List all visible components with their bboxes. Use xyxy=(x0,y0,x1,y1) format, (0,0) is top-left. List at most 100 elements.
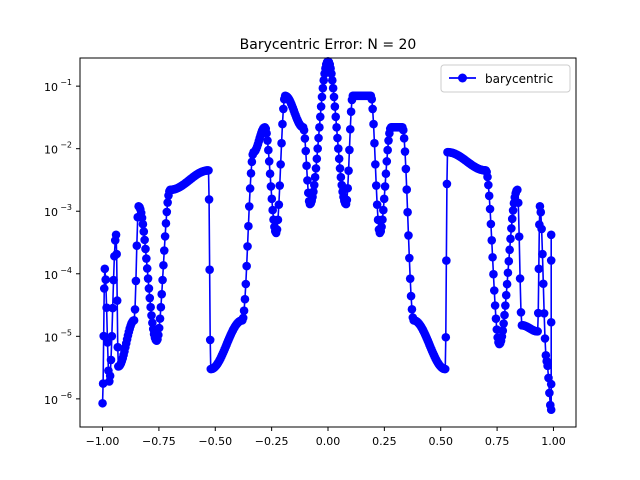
data-point xyxy=(369,119,378,129)
y-tick-exponent: −2 xyxy=(60,141,72,150)
data-point xyxy=(533,327,542,336)
data-point xyxy=(268,205,277,215)
data-point xyxy=(546,230,556,240)
data-point xyxy=(98,398,107,408)
data-point xyxy=(485,204,495,214)
data-point xyxy=(264,157,274,166)
data-point xyxy=(501,301,510,310)
data-point xyxy=(244,202,254,211)
data-point xyxy=(247,157,257,167)
data-point xyxy=(372,200,382,209)
y-tick-exponent: −4 xyxy=(60,266,72,275)
data-point xyxy=(143,274,153,283)
x-tick-label: 1.00 xyxy=(541,435,566,448)
data-point xyxy=(148,318,157,328)
data-point xyxy=(316,102,326,111)
data-point xyxy=(405,253,414,263)
data-point xyxy=(327,69,336,78)
data-point xyxy=(442,179,452,189)
data-point xyxy=(404,231,413,240)
data-point xyxy=(157,289,167,299)
data-point xyxy=(513,185,522,195)
data-point xyxy=(205,335,215,345)
y-tick-exponent: −1 xyxy=(60,78,72,87)
data-point xyxy=(502,279,512,289)
data-point xyxy=(378,215,387,224)
data-point xyxy=(315,123,324,132)
data-point xyxy=(263,136,272,145)
data-point xyxy=(132,241,142,250)
data-point xyxy=(109,275,118,285)
data-point xyxy=(342,195,352,205)
data-point xyxy=(504,256,514,266)
legend-box xyxy=(440,64,571,93)
data-point xyxy=(371,160,380,169)
data-point xyxy=(272,225,282,234)
data-point xyxy=(161,219,171,228)
x-tick-label: −0.25 xyxy=(255,435,289,448)
data-point xyxy=(333,133,342,143)
data-point xyxy=(156,302,166,312)
data-point xyxy=(490,301,500,310)
data-point xyxy=(402,185,412,194)
data-point xyxy=(546,405,556,415)
data-point xyxy=(309,180,319,190)
data-point xyxy=(267,194,277,204)
data-point xyxy=(398,125,408,135)
data-point xyxy=(162,207,172,217)
data-point xyxy=(100,264,110,274)
y-tick-label: 10 xyxy=(44,269,58,282)
data-point xyxy=(105,371,115,381)
data-point xyxy=(146,302,155,312)
data-point xyxy=(508,206,518,215)
data-point xyxy=(145,293,155,303)
data-point xyxy=(334,154,344,164)
data-point xyxy=(379,205,388,215)
data-point xyxy=(276,160,285,169)
data-point xyxy=(441,332,451,342)
data-point xyxy=(345,124,355,134)
y-tick-exponent: −5 xyxy=(60,328,72,337)
data-point xyxy=(275,181,285,190)
data-point xyxy=(99,331,108,341)
data-point xyxy=(106,355,116,365)
data-point xyxy=(377,222,386,232)
x-tick-label: −0.50 xyxy=(198,435,232,448)
data-point xyxy=(540,334,550,343)
data-point xyxy=(538,249,547,259)
data-point xyxy=(489,286,499,295)
data-point xyxy=(141,244,150,254)
data-point xyxy=(507,224,516,233)
y-tick-label: 10 xyxy=(44,206,58,219)
data-point xyxy=(239,306,249,316)
data-point xyxy=(299,125,309,135)
data-point xyxy=(329,92,339,102)
data-point xyxy=(368,104,377,114)
data-point xyxy=(536,207,546,217)
legend-label-barycentric: barycentric xyxy=(485,72,553,86)
data-point xyxy=(336,172,346,182)
data-point xyxy=(159,246,169,255)
data-point xyxy=(102,303,111,313)
data-point xyxy=(403,207,412,217)
data-point xyxy=(514,232,524,241)
data-point xyxy=(130,305,140,314)
data-point xyxy=(159,260,168,270)
data-point xyxy=(513,198,523,208)
y-tick-exponent: −3 xyxy=(60,203,72,212)
data-point xyxy=(302,161,311,170)
data-point xyxy=(313,144,322,153)
data-point xyxy=(334,144,343,153)
x-tick-label: 0.50 xyxy=(428,435,453,448)
data-point xyxy=(266,182,276,191)
data-point xyxy=(144,284,154,293)
data-point xyxy=(382,157,392,166)
data-point xyxy=(537,224,546,234)
data-point xyxy=(238,313,248,323)
data-point xyxy=(131,276,141,286)
y-axis: 10−610−510−410−310−210−1 xyxy=(44,78,80,407)
data-point xyxy=(440,364,450,374)
data-point xyxy=(245,184,255,193)
data-point xyxy=(486,219,496,229)
x-tick-label: 0.00 xyxy=(316,435,341,448)
